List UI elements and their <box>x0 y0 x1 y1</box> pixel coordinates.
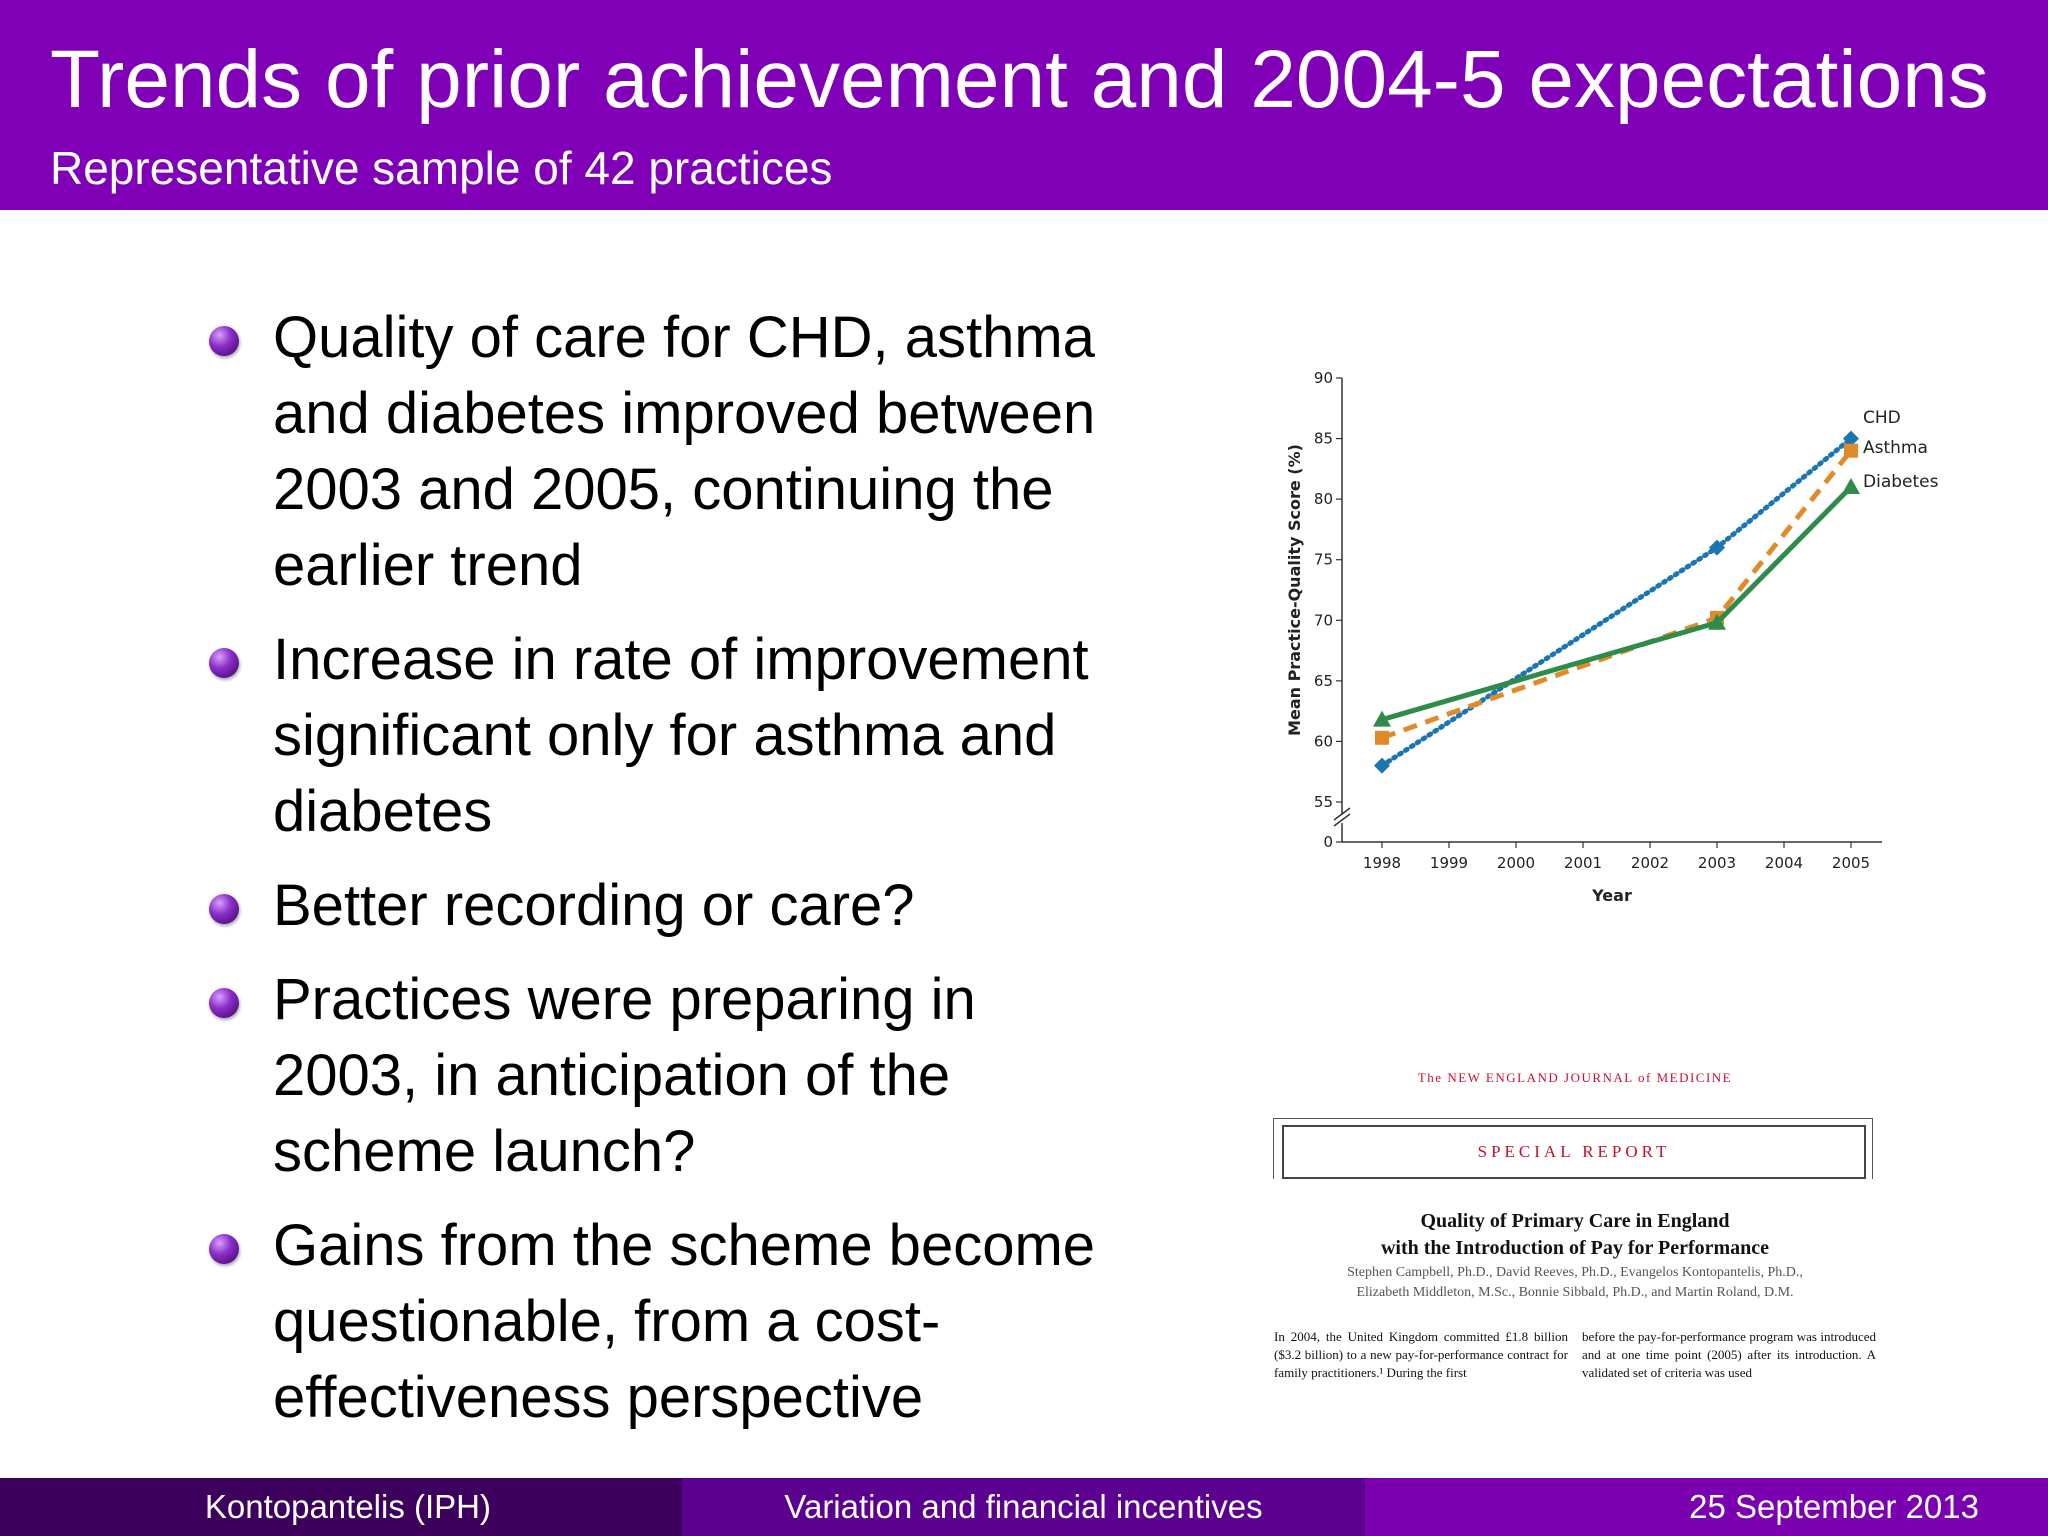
slide-title: Trends of prior achievement and 2004-5 e… <box>50 34 1989 125</box>
data-point-chd <box>1843 430 1859 447</box>
bullet-list: Quality of care for CHD, asthma and diab… <box>205 300 1135 1454</box>
data-point-chd <box>1374 757 1390 774</box>
series-line-chd <box>1379 436 1854 769</box>
article-body-column-1: In 2004, the United Kingdom committed £1… <box>1274 1329 1568 1380</box>
bullet-icon <box>209 988 239 1018</box>
footer-talk-title: Variation and financial incentives <box>682 1478 1365 1536</box>
data-point-chd <box>1709 539 1725 556</box>
bullet-icon <box>209 1234 239 1264</box>
y-tick-label: 60 <box>1314 732 1333 750</box>
bullet-text: Practices were preparing in 2003, in ant… <box>273 967 976 1184</box>
article-title-line: Quality of Primary Care in England <box>1420 1210 1730 1232</box>
footer-author: Kontopantelis (IPH) <box>0 1478 682 1536</box>
data-point-asthma <box>1375 730 1389 745</box>
bullet-icon <box>209 326 239 356</box>
y-tick-label: 90 <box>1314 369 1333 387</box>
line-chart: 0 55 60 65 70 75 80 85 90 1998 1999 2000 2001 2002 200… <box>1285 369 1939 905</box>
bullet-text: Gains from the scheme become questionabl… <box>273 1213 1096 1430</box>
slide-header: Trends of prior achievement and 2004-5 e… <box>0 0 2048 210</box>
axis-break-mark <box>1333 813 1351 827</box>
bullet-icon <box>209 894 239 924</box>
authors-line: Elizabeth Middleton, M.Sc., Bonnie Sibba… <box>1356 1285 1794 1300</box>
bullet-text: Increase in rate of improvement signific… <box>273 627 1089 844</box>
bullet-item: Better recording or care? <box>205 868 1135 944</box>
y-tick-label: 75 <box>1314 551 1333 569</box>
quality-score-chart: 0 55 60 65 70 75 80 85 90 1998 1999 2000 2001 2002 200… <box>1260 360 1960 920</box>
x-tick-label: 2002 <box>1631 854 1669 872</box>
x-tick-label: 2005 <box>1832 854 1870 872</box>
x-tick-label: 2004 <box>1765 854 1803 872</box>
series-line-diabetes <box>1381 485 1853 723</box>
x-tick-label: 2000 <box>1497 854 1535 872</box>
bullet-item: Quality of care for CHD, asthma and diab… <box>205 300 1135 604</box>
special-report-frame: SPECIAL REPORT <box>1273 1118 1873 1179</box>
x-tick-label: 1999 <box>1430 854 1468 872</box>
article-title-line: with the Introduction of Pay for Perform… <box>1380 1237 1770 1259</box>
y-tick-label: 55 <box>1314 793 1333 811</box>
x-axis-label: Year <box>1591 886 1632 905</box>
y-tick-label: 70 <box>1314 611 1333 629</box>
slide-footer: Kontopantelis (IPH) Variation and financ… <box>0 1478 2048 1536</box>
series-label-chd: CHD <box>1863 408 1901 428</box>
data-point-diabetes <box>1373 710 1391 727</box>
authors-line: Stephen Campbell, Ph.D., David Reeves, P… <box>1347 1265 1803 1280</box>
y-tick-label: 0 <box>1323 833 1333 851</box>
article-body-column-2: before the pay-for-performance program w… <box>1582 1329 1876 1380</box>
journal-article-excerpt: The NEW ENGLAND JOURNAL of MEDICINE SPEC… <box>1270 1060 1880 1380</box>
x-tick-label: 1998 <box>1363 854 1401 872</box>
data-point-diabetes <box>1708 613 1726 630</box>
article-title: Quality of Primary Care in England with … <box>1270 1208 1880 1262</box>
data-point-diabetes <box>1842 478 1860 495</box>
footer-date: 25 September 2013 <box>1365 1478 2048 1536</box>
slide-subtitle: Representative sample of 42 practices <box>50 142 833 194</box>
y-tick-label: 85 <box>1314 430 1333 448</box>
y-axis-label: Mean Practice-Quality Score (%) <box>1285 444 1304 736</box>
journal-masthead: The NEW ENGLAND JOURNAL of MEDICINE <box>1417 1070 1733 1085</box>
bullet-item: Increase in rate of improvement signific… <box>205 622 1135 850</box>
article-authors: Stephen Campbell, Ph.D., David Reeves, P… <box>1270 1263 1880 1303</box>
special-report-banner: SPECIAL REPORT <box>1282 1125 1866 1179</box>
y-tick-label: 80 <box>1314 490 1333 508</box>
x-tick-label: 2003 <box>1698 854 1736 872</box>
axis-break-mark <box>1333 807 1351 821</box>
bullet-text: Better recording or care? <box>273 873 915 938</box>
bullet-item: Gains from the scheme become questionabl… <box>205 1208 1135 1436</box>
x-tick-label: 2001 <box>1564 854 1602 872</box>
series-label-diabetes: Diabetes <box>1863 472 1939 492</box>
data-point-asthma <box>1844 443 1858 458</box>
y-tick-label: 65 <box>1314 672 1333 690</box>
bullet-icon <box>209 648 239 678</box>
bullet-text: Quality of care for CHD, asthma and diab… <box>273 305 1096 598</box>
bullet-item: Practices were preparing in 2003, in ant… <box>205 962 1135 1190</box>
series-label-asthma: Asthma <box>1863 438 1928 458</box>
